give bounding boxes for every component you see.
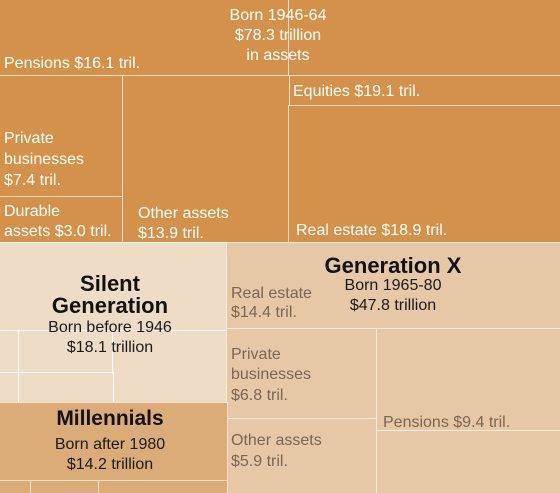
boomer-durable-label-l1: Durable xyxy=(4,203,61,220)
boomer-equities-label: Equities $19.1 tril. xyxy=(293,83,421,100)
millennials-sub-block-1 xyxy=(0,480,32,493)
genx-pensions-label: Pensions $9.4 tril. xyxy=(383,414,511,431)
genx-born-label: Born 1965-80 xyxy=(344,277,442,294)
millennials-total-label: $14.2 trillion xyxy=(66,456,154,473)
boomer-total-suffix-label: in assets xyxy=(246,47,310,64)
silent-title-l1: Silent xyxy=(80,271,140,296)
genx-private-label-l2: businesses xyxy=(231,366,312,383)
silent-sub-block-3 xyxy=(112,330,228,404)
silent-total-label: $18.1 trillion xyxy=(66,339,154,356)
genx-other-label-l1: Other assets xyxy=(231,432,322,449)
millennials-main-block xyxy=(0,402,228,482)
genx-real-estate-label-l1: Real estate xyxy=(231,285,312,302)
silent-sub-block-1 xyxy=(0,330,20,374)
boomer-top-right-block xyxy=(288,0,560,77)
genx-private-business-block xyxy=(226,328,378,420)
boomer-real-estate-label: Real estate $18.9 tril. xyxy=(296,222,448,239)
boomer-pensions-block xyxy=(0,0,290,77)
silent-born-label: Born before 1946 xyxy=(48,319,172,336)
millennials-born-label: Born after 1980 xyxy=(54,436,166,453)
millennials-title: Millennials xyxy=(56,407,164,430)
silent-sub-block-5 xyxy=(18,372,114,404)
genx-sub-block xyxy=(376,430,560,493)
boomer-private-label-l3: $7.4 tril. xyxy=(4,172,61,189)
genx-private-label-l1: Private xyxy=(231,346,281,363)
boomer-private-label-l2: businesses xyxy=(4,151,85,168)
silent-sub-block-4 xyxy=(0,372,20,404)
boomer-real-estate-block xyxy=(288,105,560,244)
genx-other-assets-block xyxy=(226,418,378,493)
genx-total-label: $47.8 trillion xyxy=(349,297,437,314)
genx-real-estate-label-l2: $14.4 tril. xyxy=(231,304,297,321)
boomer-other-label-l2: $13.9 tril. xyxy=(138,225,204,242)
boomer-durable-block xyxy=(0,196,124,244)
silent-title-l2: Generation xyxy=(51,293,169,318)
boomer-pensions-label: Pensions $16.1 tril. xyxy=(4,55,141,72)
boomer-private-business-block xyxy=(0,75,124,198)
silent-sub-block-2 xyxy=(18,330,114,374)
boomer-private-label-l1: Private xyxy=(4,130,54,147)
silent-main-block xyxy=(0,242,228,332)
boomer-total-label: $78.3 trillion xyxy=(234,27,322,44)
millennials-sub-block-3 xyxy=(98,480,228,493)
genx-other-label-l2: $5.9 tril. xyxy=(231,453,288,470)
genx-private-label-l3: $6.8 tril. xyxy=(231,387,288,404)
boomer-durable-label-l2: assets $3.0 tril. xyxy=(4,223,112,240)
boomer-other-label-l1: Other assets xyxy=(138,205,229,222)
genx-real-estate-block xyxy=(226,242,560,330)
millennials-sub-block-2 xyxy=(30,480,100,493)
boomer-born-label: Born 1946-64 xyxy=(229,7,327,24)
genx-title: Generation X xyxy=(324,253,462,278)
